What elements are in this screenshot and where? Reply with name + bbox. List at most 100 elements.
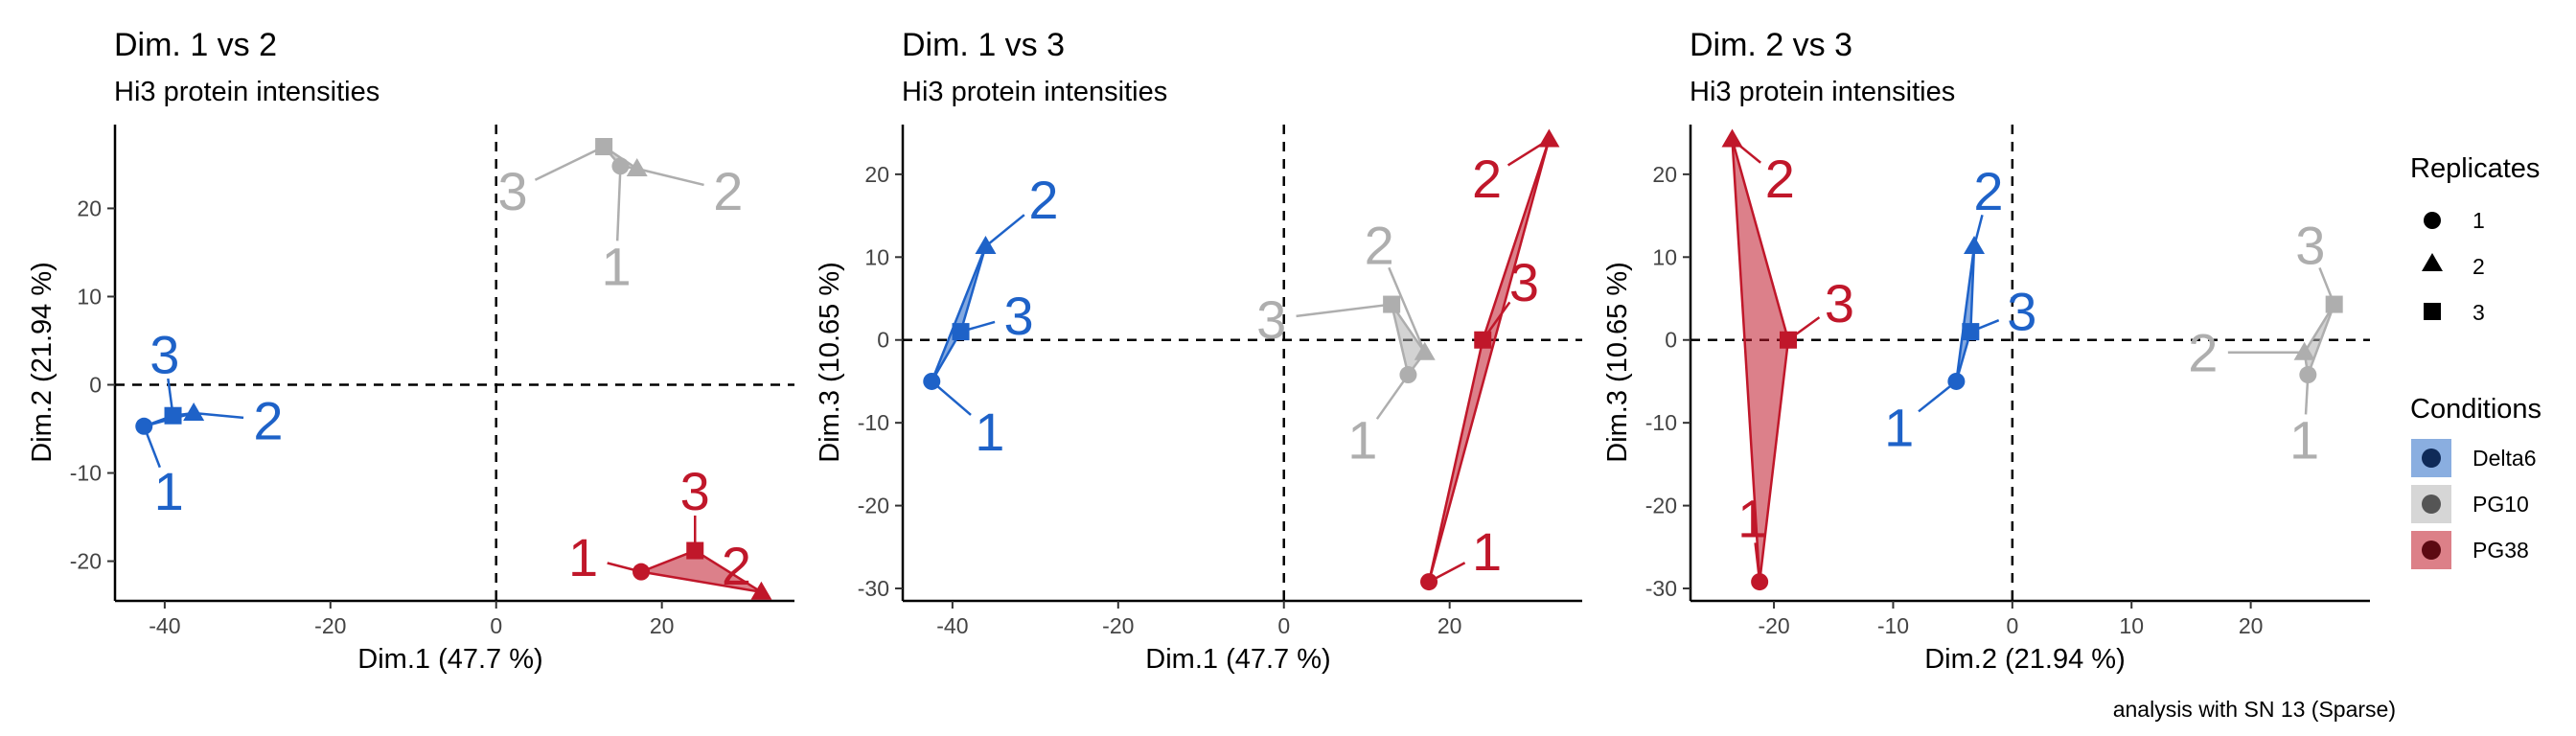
panel-3-ylabel: Dim.3 (10.65 %) — [1602, 262, 1633, 463]
point-pg10-rep-2 — [2293, 341, 2315, 360]
point-pg10-rep-1 — [611, 157, 630, 175]
panel-2-xlabel: Dim.1 (47.7 %) — [1145, 644, 1330, 675]
legend-delta6-dot — [2422, 448, 2441, 468]
point-delta6-rep-2 — [183, 402, 205, 421]
point-pg10-rep-3 — [595, 138, 613, 156]
point-pg38-rep-3 — [1779, 331, 1797, 349]
point-label-pg38-2: 2 — [722, 536, 751, 596]
label-leader — [1296, 303, 1392, 318]
panel-3-xlabel: Dim.2 (21.94 %) — [1924, 644, 2126, 675]
point-label-pg38-2: 2 — [1765, 149, 1795, 209]
y-tick-label: -20 — [1645, 494, 1677, 518]
legend-condition-delta6: Delta6 — [2472, 446, 2536, 471]
point-label-pg38-3: 3 — [1825, 273, 1854, 334]
x-tick-label: -40 — [149, 613, 180, 638]
y-tick-label: -20 — [70, 549, 102, 574]
point-label-delta6-2: 2 — [1028, 170, 1058, 230]
point-pg10-rep-1 — [1399, 366, 1417, 384]
point-label-pg10-1: 1 — [1347, 409, 1377, 470]
y-tick-label: -10 — [858, 410, 889, 435]
label-leader — [194, 411, 244, 420]
point-label-pg10-2: 2 — [2188, 323, 2218, 383]
legend-pg10-dot — [2422, 494, 2441, 514]
x-tick-label: -10 — [1877, 613, 1909, 638]
x-tick-label: 20 — [650, 613, 675, 638]
y-tick-label: -30 — [1645, 576, 1677, 601]
point-pg38-rep-2 — [750, 581, 772, 600]
legend: Replicates 1 2 3 Conditions Delta6 PG10 … — [2410, 153, 2542, 569]
point-label-delta6-3: 3 — [1003, 286, 1033, 346]
legend-replicates-title: Replicates — [2410, 153, 2540, 184]
point-delta6-rep-3 — [1962, 323, 1980, 341]
point-label-delta6-3: 3 — [2007, 281, 2036, 341]
point-label-pg38-1: 1 — [1737, 489, 1767, 549]
point-pg38-rep-3 — [686, 541, 704, 560]
legend-pg38-dot — [2422, 540, 2441, 560]
legend-replicate-3: 3 — [2472, 300, 2485, 325]
x-tick-label: 0 — [490, 613, 502, 638]
point-delta6-rep-3 — [952, 323, 970, 341]
legend-replicate-1: 1 — [2472, 208, 2485, 233]
point-label-delta6-3: 3 — [150, 324, 179, 384]
point-label-pg38-1: 1 — [1472, 521, 1502, 582]
hull-pg38 — [1731, 138, 1790, 584]
x-tick-label: -20 — [1758, 613, 1789, 638]
y-tick-label: -20 — [858, 494, 889, 518]
panel-2-title: Dim. 1 vs 3 — [902, 27, 1065, 63]
point-label-pg10-2: 2 — [713, 161, 743, 221]
point-label-pg38-3: 3 — [680, 461, 710, 521]
panel-1-title: Dim. 1 vs 2 — [114, 27, 277, 63]
label-leader — [1388, 266, 1426, 354]
legend-condition-pg10: PG10 — [2472, 492, 2529, 517]
point-label-pg10-3: 3 — [2295, 215, 2325, 275]
legend-condition-pg38: PG38 — [2472, 538, 2529, 563]
x-tick-label: -40 — [936, 613, 968, 638]
label-leader — [984, 214, 1025, 248]
point-label-delta6-1: 1 — [1884, 397, 1914, 457]
panel-2-subtitle: Hi3 protein intensities — [902, 77, 1167, 107]
x-tick-label: 0 — [2006, 613, 2018, 638]
caption: analysis with SN 13 (Sparse) — [2113, 697, 2396, 722]
point-label-pg38-1: 1 — [568, 527, 598, 587]
panel-1-xlabel: Dim.1 (47.7 %) — [357, 644, 542, 675]
x-tick-label: 20 — [1438, 613, 1462, 638]
point-label-pg10-1: 1 — [2289, 409, 2319, 470]
point-label-pg10-3: 3 — [1256, 289, 1286, 350]
point-pg10-rep-3 — [2325, 295, 2343, 313]
y-tick-label: -10 — [70, 461, 102, 486]
point-pg38-rep-3 — [1474, 331, 1492, 349]
x-tick-label: 20 — [2239, 613, 2264, 638]
point-delta6-rep-1 — [1947, 372, 1966, 390]
panel-3-subtitle: Hi3 protein intensities — [1690, 77, 1955, 107]
x-tick-label: -20 — [314, 613, 346, 638]
point-label-delta6-1: 1 — [975, 402, 1004, 462]
point-delta6-rep-2 — [1964, 236, 1986, 255]
point-label-pg10-3: 3 — [497, 161, 527, 221]
y-tick-label: 20 — [77, 196, 102, 220]
point-label-delta6-2: 2 — [1973, 161, 2003, 221]
panel-1-subtitle: Hi3 protein intensities — [114, 77, 380, 107]
label-leader — [615, 166, 622, 242]
point-label-pg10-1: 1 — [602, 236, 632, 296]
point-pg10-rep-3 — [1383, 295, 1401, 313]
panel-2-ylabel: Dim.3 (10.65 %) — [815, 262, 845, 463]
point-label-delta6-1: 1 — [154, 461, 184, 521]
legend-replicate-2: 2 — [2472, 254, 2485, 279]
hull-pg38 — [639, 549, 763, 594]
label-leader — [1375, 374, 1410, 420]
legend-triangle-symbol — [2422, 253, 2443, 271]
y-tick-label: -10 — [1645, 410, 1677, 435]
hull-delta6 — [931, 244, 987, 383]
label-leader — [636, 167, 704, 187]
point-pg38-rep-1 — [1751, 573, 1769, 591]
point-pg38-rep-1 — [1420, 573, 1438, 591]
legend-square-symbol — [2424, 303, 2441, 320]
point-pg38-rep-2 — [1721, 128, 1743, 148]
point-pg38-rep-2 — [1538, 128, 1560, 148]
point-pg10-rep-1 — [2299, 366, 2317, 384]
point-label-pg38-2: 2 — [1472, 149, 1502, 209]
